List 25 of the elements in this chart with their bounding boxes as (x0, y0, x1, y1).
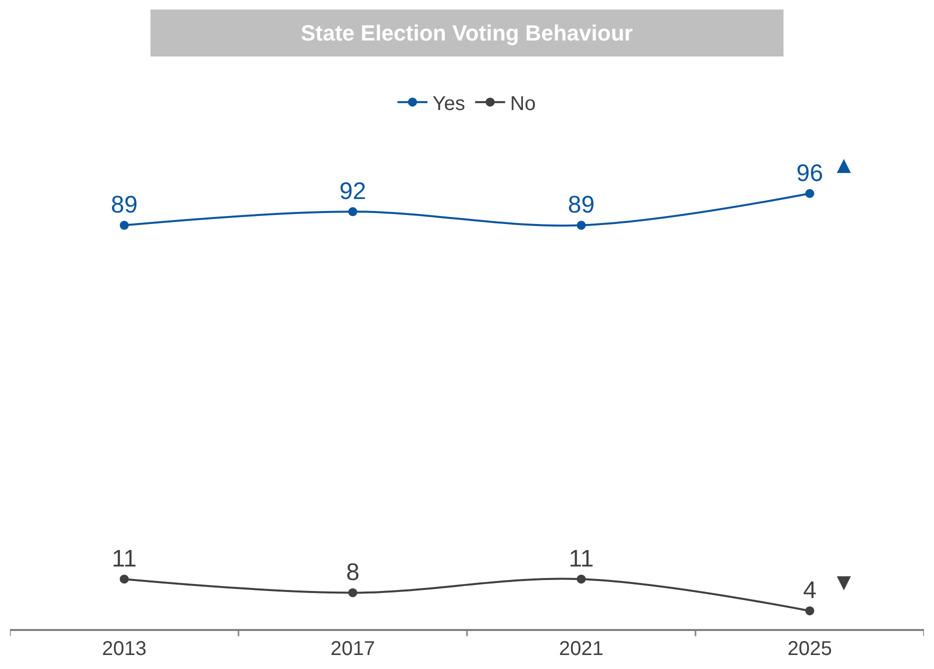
annotation: ▼ (832, 569, 856, 596)
legend-label: Yes (432, 92, 466, 115)
data-label: 89 (110, 192, 138, 219)
chart-title: State Election Voting Behaviour (300, 20, 634, 46)
data-label: 8 (346, 559, 360, 586)
x-tick-label: 2013 (102, 638, 146, 660)
point (805, 189, 814, 198)
point (805, 606, 814, 616)
legend-label: No (510, 92, 536, 115)
point (576, 574, 586, 584)
data-label: 11 (568, 545, 594, 572)
data-label: 96 (796, 160, 824, 187)
point (348, 588, 358, 598)
data-label: 11 (112, 545, 137, 572)
x-tick-label: 2021 (559, 638, 604, 660)
x-tick-label: 2025 (788, 638, 832, 660)
data-label: 4 (803, 577, 816, 604)
point (576, 220, 586, 230)
data-label: 89 (568, 192, 595, 219)
point (348, 207, 358, 216)
data-label: 92 (339, 178, 366, 206)
annotation: ▲ (832, 152, 856, 179)
point (120, 220, 129, 230)
x-tick-label: 2017 (330, 638, 375, 660)
point (120, 574, 129, 584)
